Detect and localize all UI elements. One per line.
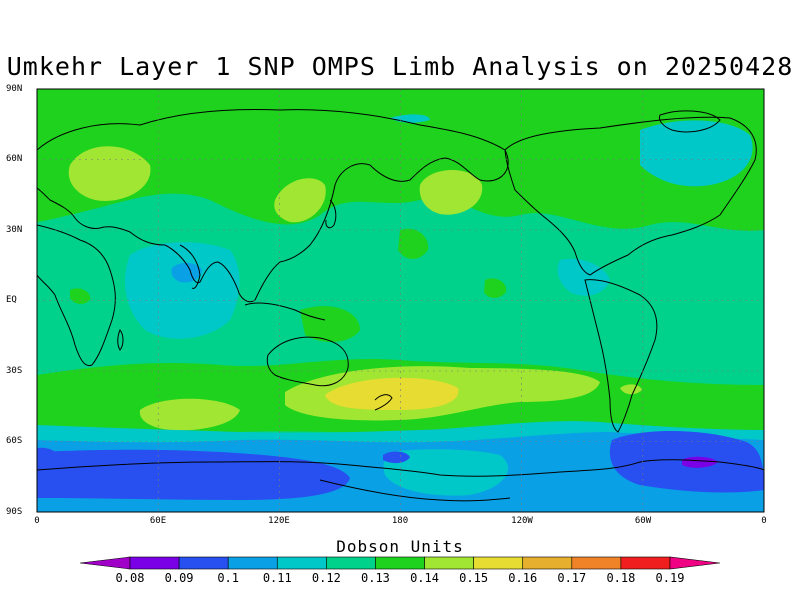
lon-label-120e: 120E <box>268 516 290 526</box>
colorbar-tick-label: 0.09 <box>164 571 194 585</box>
lon-label-180: 180 <box>391 516 409 526</box>
lat-label-eq: EQ <box>6 295 17 305</box>
lon-label-120w: 120W <box>511 516 533 526</box>
field-ltgreen-south-atl <box>139 398 240 431</box>
colorbar-swatch <box>129 556 180 570</box>
coastlines <box>37 109 764 502</box>
coast-india <box>179 244 201 289</box>
grid <box>37 89 764 512</box>
field-ltgreen-pacific <box>419 170 483 215</box>
field-ltgreen-chile <box>620 384 642 395</box>
field-purple-min <box>682 456 718 468</box>
lat-label-90n: 90N <box>6 84 23 94</box>
field-south-blue-small <box>383 451 410 464</box>
colorbar-tick-label: 0.14 <box>410 571 439 585</box>
colorbar <box>79 556 721 570</box>
coast-japan <box>325 199 337 229</box>
colorbar-swatch <box>276 556 327 570</box>
lon-label-0-right: 0 <box>761 516 767 526</box>
field-south-blue-left <box>37 449 350 500</box>
colorbar-tick-label: 0.16 <box>508 571 538 585</box>
coast-australia <box>266 336 349 387</box>
colorbar-swatch <box>620 556 671 570</box>
field-green-tropic1 <box>398 228 429 259</box>
lon-label-0-left: 0 <box>34 516 40 526</box>
coast-indonesia <box>244 302 326 321</box>
coast-antarctica-lower <box>319 479 511 502</box>
field-blue-indian <box>171 262 202 283</box>
coast-madagascar <box>117 329 124 351</box>
colorbar-swatch <box>424 556 474 570</box>
colorbar-tick-label: 0.19 <box>655 571 685 585</box>
lat-label-30n: 30N <box>6 225 23 235</box>
coast-antarctica <box>37 459 764 477</box>
colorbar-high-triangle <box>669 556 721 570</box>
map-frame <box>36 88 765 513</box>
colorbar-swatch <box>178 556 229 570</box>
field-green-tropic3 <box>70 288 91 304</box>
colorbar-tick-label: 0.08 <box>115 571 145 585</box>
colorbar-swatch <box>571 556 622 570</box>
field-south-blue-far-left <box>37 447 55 458</box>
colorbar-swatch <box>326 556 376 570</box>
field-green-tropic2 <box>484 278 507 298</box>
lon-label-60w: 60W <box>634 516 652 526</box>
colorbar-swatch <box>375 556 425 570</box>
coast-eurasia <box>37 109 509 303</box>
field-teal-sam <box>557 258 610 296</box>
units-label: Dobson Units <box>336 537 464 556</box>
colorbar-tick-label: 0.12 <box>311 571 341 585</box>
field-green-sea <box>300 306 360 342</box>
colorbar-tick-label: 0.17 <box>557 571 587 585</box>
coast-africa <box>37 224 116 367</box>
field-yellow-tasman <box>325 377 459 410</box>
lat-label-90s: 90S <box>6 507 23 517</box>
field-teal-indian <box>125 242 240 339</box>
field-north-green <box>37 89 764 231</box>
field-ltgreen-asia <box>274 178 326 223</box>
map-title: Umkehr Layer 1 SNP OMPS Limb Analysis on… <box>6 52 794 81</box>
coast-nz <box>374 394 393 411</box>
coast-greenland <box>659 110 721 133</box>
field-teal-na <box>640 120 753 187</box>
colorbar-swatch <box>522 556 573 570</box>
lon-label-60e: 60E <box>149 516 167 526</box>
colorbar-tick-label: 0.11 <box>262 571 292 585</box>
colorbar-low-triangle <box>79 556 131 570</box>
field-south-teal2 <box>383 449 509 496</box>
field-ltgreen-europe <box>68 146 151 201</box>
coast-north-america <box>504 116 757 276</box>
colorbar-tick-label: 0.18 <box>606 571 636 585</box>
colorbar-tick-label: 0.15 <box>459 571 489 585</box>
lat-label-30s: 30S <box>6 366 23 376</box>
lat-label-60n: 60N <box>6 154 23 164</box>
colorbar-swatch <box>227 556 278 570</box>
colorbar-swatch <box>473 556 524 570</box>
lat-label-60s: 60S <box>6 436 23 446</box>
colorbar-tick-label: 0.13 <box>361 571 390 585</box>
colorbar-tick-label: 0.1 <box>217 571 240 585</box>
coast-south-america <box>584 279 658 433</box>
